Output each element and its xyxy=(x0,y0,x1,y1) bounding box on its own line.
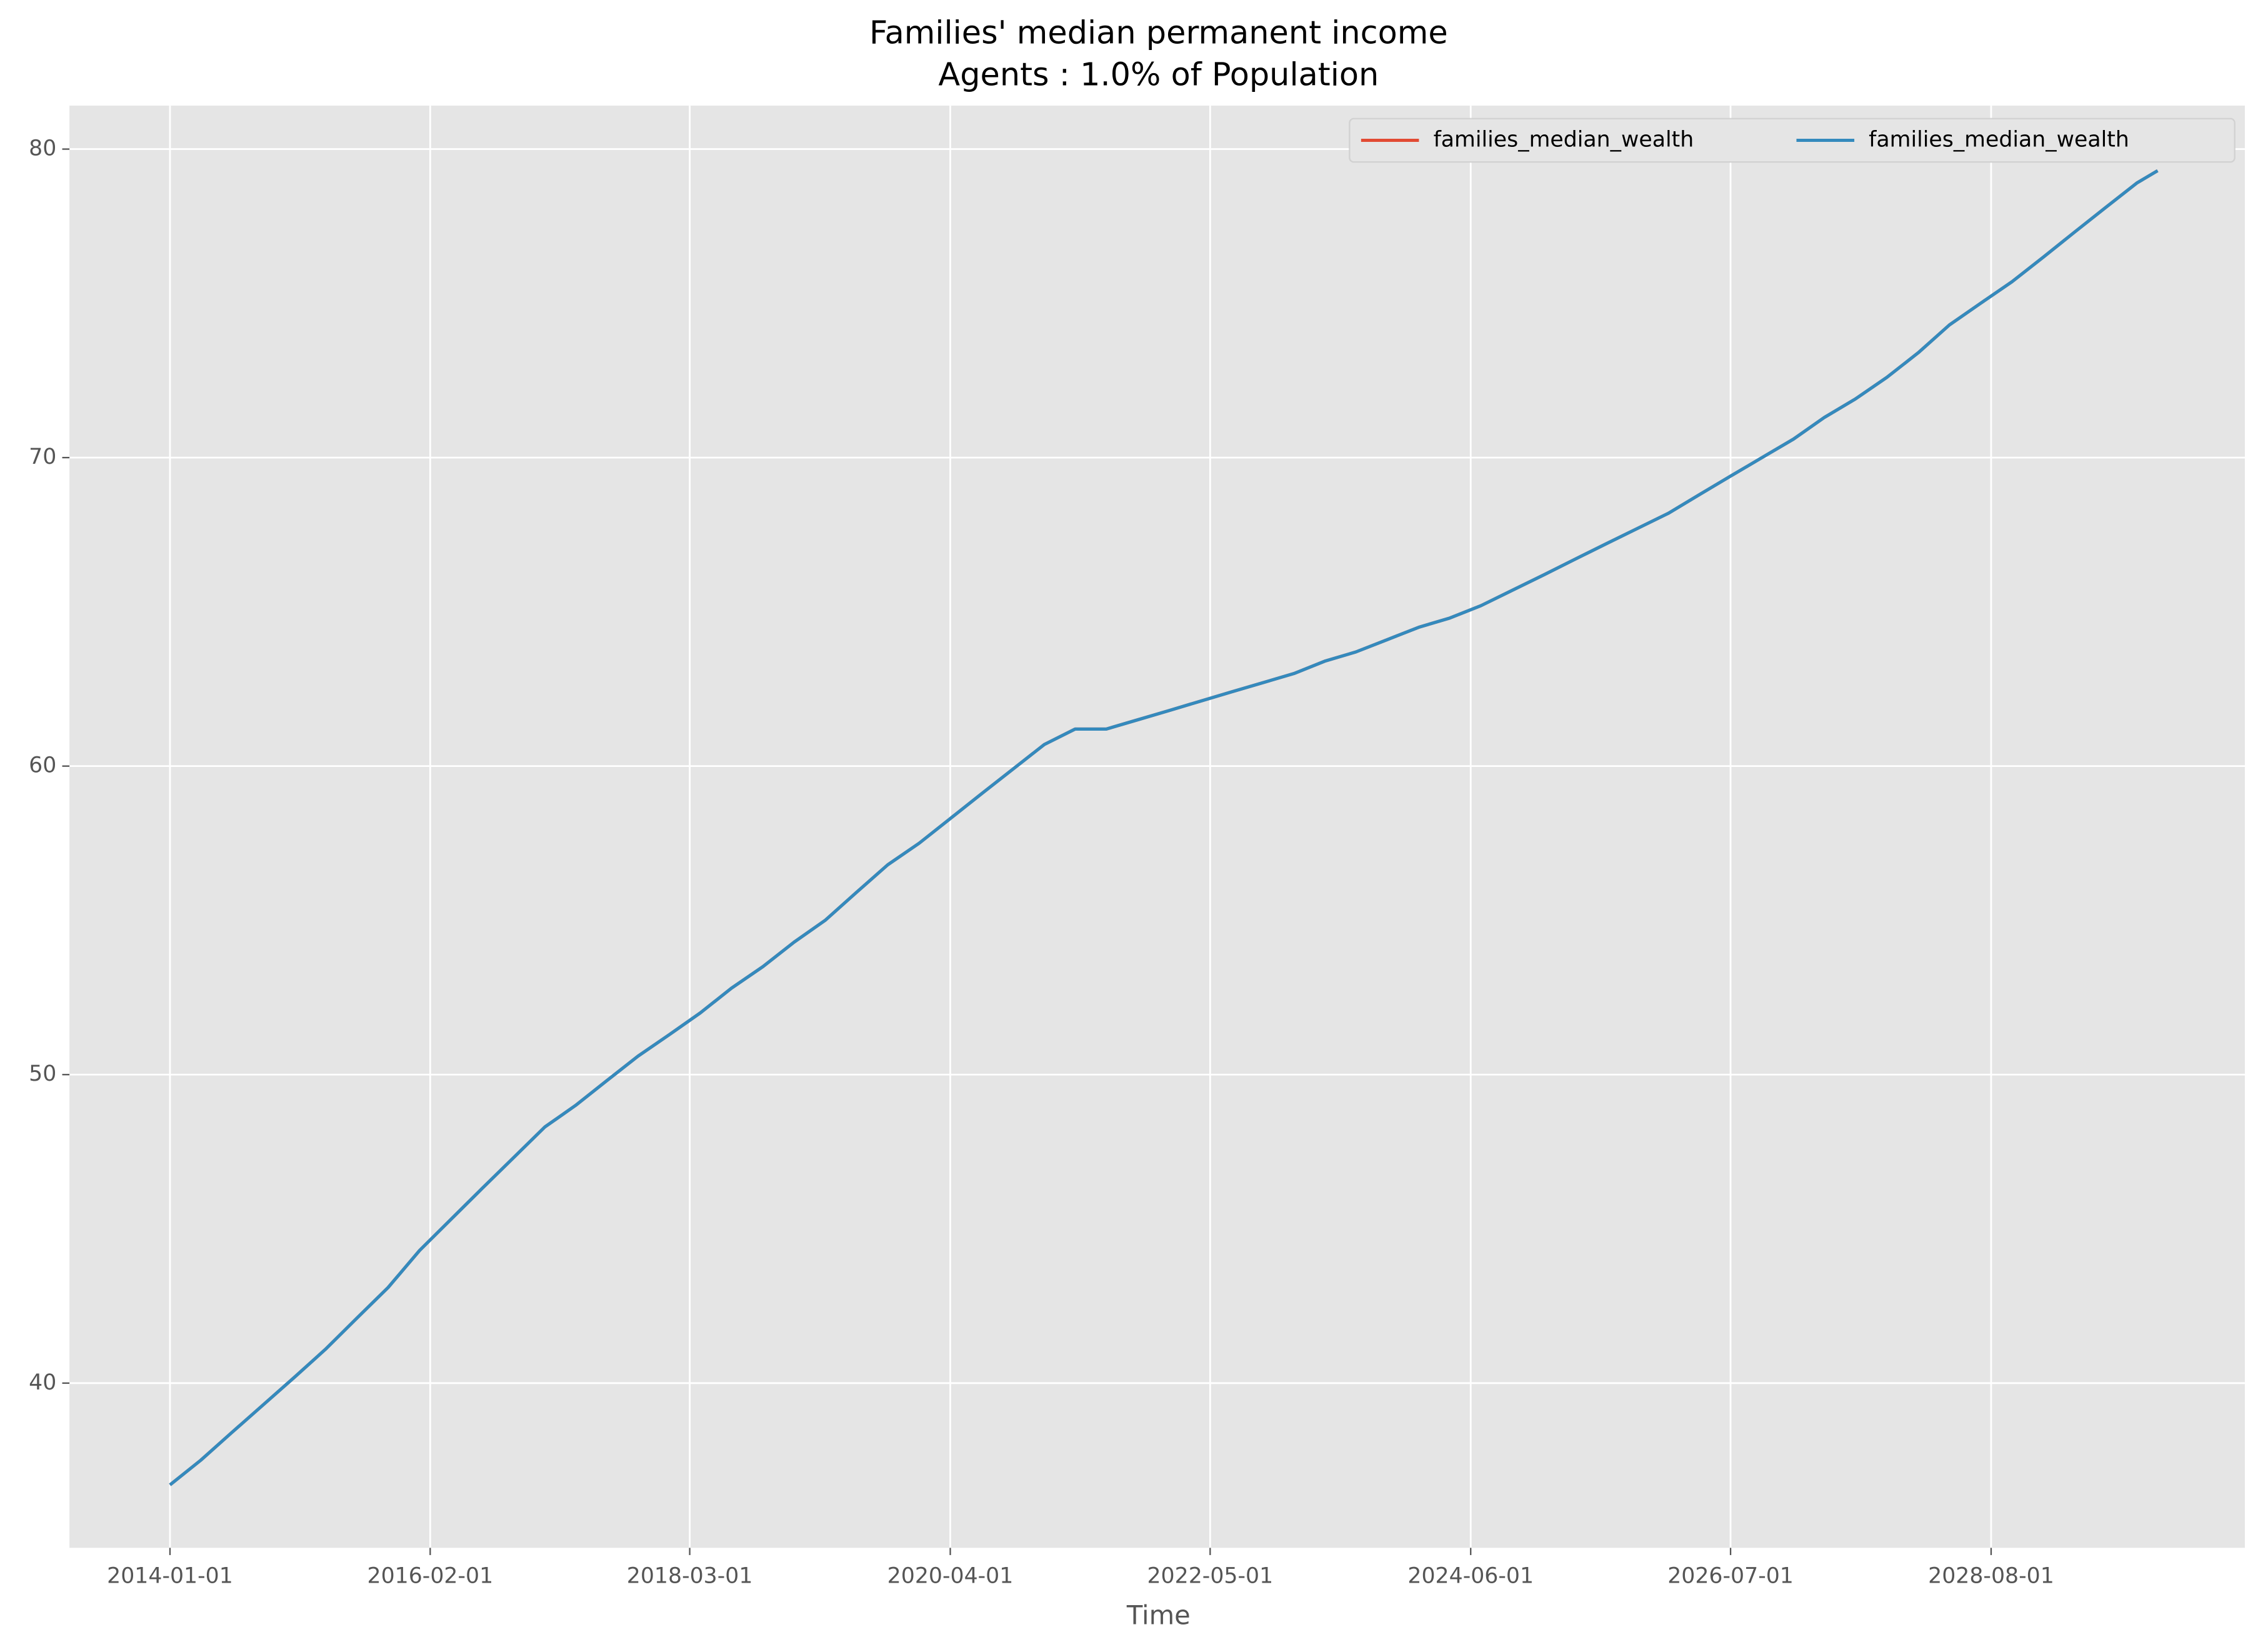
legend-box xyxy=(1349,118,2236,163)
y-tick-label: 80 xyxy=(29,136,56,161)
x-axis-label: Time xyxy=(1126,1599,1191,1630)
x-tick-label: 2028-08-01 xyxy=(1928,1564,2054,1589)
chart-title: Families' median permanent income xyxy=(869,15,1448,52)
x-tick-label: 2016-02-01 xyxy=(367,1564,494,1589)
data-line xyxy=(169,169,2159,1486)
chart-subtitle: Agents : 1.0% of Population xyxy=(938,57,1379,94)
x-tick-label: 2026-07-01 xyxy=(1667,1564,1794,1589)
y-tick-label: 40 xyxy=(29,1370,56,1395)
y-tick-label: 60 xyxy=(29,753,56,778)
x-tick-label: 2024-06-01 xyxy=(1407,1564,1534,1589)
y-tick-label: 50 xyxy=(29,1061,56,1086)
plot-background xyxy=(69,105,2245,1548)
x-tick-label: 2020-04-01 xyxy=(887,1564,1014,1589)
x-tick-label: 2018-03-01 xyxy=(627,1564,753,1589)
x-tick-label: 2022-05-01 xyxy=(1147,1564,1273,1589)
legend-label: families_median_wealth xyxy=(1434,127,1694,152)
y-tick-label: 70 xyxy=(29,444,56,469)
x-tick-label: 2014-01-01 xyxy=(107,1564,233,1589)
legend-label: families_median_wealth xyxy=(1869,127,2129,152)
legend: families_median_wealth families_median_we… xyxy=(1349,118,2236,163)
